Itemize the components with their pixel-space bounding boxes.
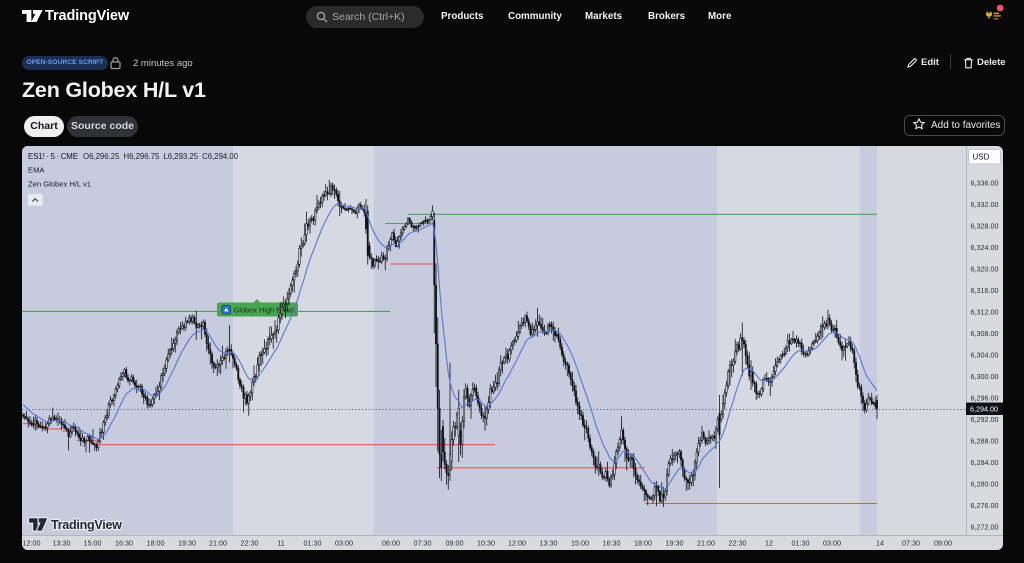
- svg-text:18:00: 18:00: [147, 539, 165, 548]
- svg-text:15:00: 15:00: [571, 539, 589, 548]
- svg-text:6,336.00: 6,336.00: [971, 179, 999, 188]
- svg-text:6,292.00: 6,292.00: [971, 415, 999, 424]
- svg-text:13:30: 13:30: [540, 539, 558, 548]
- svg-text:Globex High Break: Globex High Break: [234, 305, 296, 314]
- svg-text:6,320.00: 6,320.00: [971, 265, 999, 274]
- svg-text:10:30: 10:30: [477, 539, 495, 548]
- svg-text:01:30: 01:30: [304, 539, 322, 548]
- svg-text:19:30: 19:30: [178, 539, 196, 548]
- svg-text:11: 11: [277, 539, 284, 548]
- svg-text:12:00: 12:00: [508, 539, 526, 548]
- svg-text:16:30: 16:30: [115, 539, 133, 548]
- svg-text:18:00: 18:00: [634, 539, 652, 548]
- svg-text:USD: USD: [973, 153, 990, 162]
- svg-text:6,280.00: 6,280.00: [971, 479, 999, 488]
- svg-text:6,284.00: 6,284.00: [971, 458, 999, 467]
- svg-text:14: 14: [876, 539, 884, 548]
- svg-text:6,308.00: 6,308.00: [971, 329, 999, 338]
- svg-text:6,332.00: 6,332.00: [971, 200, 999, 209]
- svg-text:16:30: 16:30: [603, 539, 621, 548]
- svg-text:12:00: 12:00: [23, 539, 41, 548]
- svg-text:06:00: 06:00: [382, 539, 400, 548]
- svg-text:6,300.00: 6,300.00: [971, 372, 999, 381]
- svg-text:6,312.00: 6,312.00: [971, 308, 999, 317]
- svg-text:01:30: 01:30: [792, 539, 810, 548]
- svg-text:TradingView: TradingView: [51, 518, 122, 532]
- svg-text:03:00: 03:00: [335, 539, 353, 548]
- svg-text:13:30: 13:30: [53, 539, 71, 548]
- svg-text:21:00: 21:00: [697, 539, 715, 548]
- svg-text:EMA: EMA: [28, 166, 45, 175]
- svg-text:15:00: 15:00: [84, 539, 102, 548]
- svg-text:6,316.00: 6,316.00: [971, 286, 999, 295]
- svg-text:Zen Globex H/L v1: Zen Globex H/L v1: [28, 180, 91, 189]
- svg-text:03:00: 03:00: [823, 539, 841, 548]
- svg-text:6,294.00: 6,294.00: [970, 404, 998, 413]
- svg-text:07:30: 07:30: [414, 539, 432, 548]
- svg-text:6,304.00: 6,304.00: [971, 351, 999, 360]
- svg-text:09:00: 09:00: [934, 539, 952, 548]
- svg-text:6,328.00: 6,328.00: [971, 222, 999, 231]
- svg-text:6,276.00: 6,276.00: [971, 501, 999, 510]
- svg-text:07:30: 07:30: [902, 539, 920, 548]
- svg-text:22:30: 22:30: [241, 539, 259, 548]
- svg-text:6,324.00: 6,324.00: [971, 243, 999, 252]
- svg-text:19:30: 19:30: [666, 539, 684, 548]
- svg-text:09:00: 09:00: [446, 539, 464, 548]
- svg-text:21:00: 21:00: [209, 539, 227, 548]
- svg-text:6,288.00: 6,288.00: [971, 436, 999, 445]
- svg-text:6,296.00: 6,296.00: [971, 393, 999, 402]
- svg-text:22:30: 22:30: [729, 539, 747, 548]
- svg-text:12: 12: [765, 539, 773, 548]
- svg-text:6,272.00: 6,272.00: [971, 522, 999, 531]
